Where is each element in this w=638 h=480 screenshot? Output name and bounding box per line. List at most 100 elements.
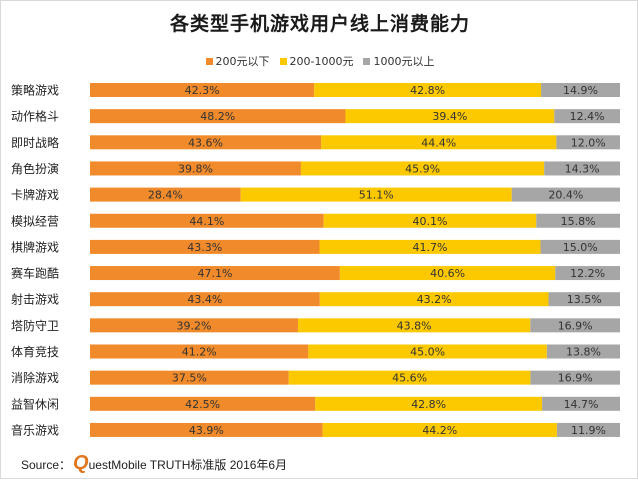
value-label-6-1: 41.7%: [413, 241, 448, 254]
source-text: uestMobile TRUTH标准版 2016年6月: [88, 458, 288, 472]
value-label-11-1: 45.6%: [392, 372, 427, 385]
category-label-0: 策略游戏: [11, 83, 59, 98]
legend-swatch-1: [279, 57, 287, 65]
category-label-3: 角色扮演: [11, 161, 59, 176]
legend-label-1: 200-1000元: [289, 55, 354, 68]
bar-5-1: [323, 213, 537, 228]
value-label-1-2: 12.4%: [570, 110, 605, 123]
source-note: Source： Q uestMobile TRUTH标准版 2016年6月: [21, 452, 288, 474]
bar-9-2: [530, 318, 620, 333]
legend-item-1: 200-1000元: [279, 53, 354, 69]
bar-6-1: [319, 239, 541, 254]
bar-11-0: [90, 370, 289, 385]
bar-3-2: [544, 161, 620, 176]
source-logo-q: Q: [73, 452, 89, 474]
bar-4-2: [511, 187, 620, 202]
bar-10-1: [308, 344, 547, 359]
source-prefix: Source：: [21, 458, 72, 472]
bar-7-1: [339, 266, 556, 281]
value-label-4-1: 51.1%: [359, 189, 394, 202]
value-label-4-0: 28.4%: [148, 189, 183, 202]
category-label-10: 体育竞技: [11, 344, 59, 359]
bar-9-1: [297, 318, 531, 333]
category-label-2: 即时战略: [11, 135, 59, 150]
bar-3-0: [90, 161, 301, 176]
value-label-1-1: 39.4%: [432, 110, 467, 123]
category-label-13: 音乐游戏: [11, 422, 59, 437]
bar-8-2: [548, 292, 620, 307]
bar-0-0: [90, 83, 315, 97]
bar-1-0: [90, 109, 346, 124]
bar-13-0: [90, 422, 323, 437]
value-label-1-0: 48.2%: [200, 110, 235, 123]
bar-12-0: [90, 396, 316, 411]
bar-7-0: [90, 266, 340, 281]
category-label-6: 棋牌游戏: [11, 240, 59, 254]
bar-6-2: [540, 239, 620, 254]
bar-8-0: [90, 292, 320, 307]
category-label-7: 赛车跑酷: [11, 266, 59, 281]
bar-10-0: [90, 344, 309, 359]
bar-12-2: [542, 396, 620, 411]
category-label-12: 益智休闲: [11, 396, 59, 411]
value-label-5-0: 44.1%: [189, 215, 224, 228]
category-label-5: 模拟经营: [11, 214, 59, 228]
value-label-5-1: 40.1%: [413, 215, 448, 228]
category-label-4: 卡牌游戏: [11, 188, 59, 202]
value-label-4-2: 20.4%: [548, 189, 583, 202]
value-label-10-1: 45.0%: [410, 346, 445, 359]
bar-9-0: [90, 318, 298, 333]
value-label-10-2: 13.8%: [566, 346, 601, 359]
value-label-6-0: 43.3%: [187, 241, 222, 254]
legend-item-2: 1000元以上: [363, 53, 434, 69]
value-label-10-0: 41.2%: [182, 346, 217, 359]
value-label-11-2: 16.9%: [558, 372, 593, 385]
bar-13-2: [556, 422, 620, 437]
value-label-12-2: 14.7%: [564, 398, 599, 411]
category-label-9: 塔防守卫: [11, 318, 59, 333]
value-label-6-2: 15.0%: [563, 241, 598, 254]
value-label-3-1: 45.9%: [405, 162, 440, 175]
value-label-12-1: 42.8%: [411, 398, 446, 411]
bar-1-1: [345, 109, 555, 124]
bar-10-2: [546, 344, 620, 359]
value-label-8-0: 43.4%: [187, 293, 222, 306]
bar-2-2: [556, 135, 620, 150]
value-label-12-0: 42.5%: [185, 398, 220, 411]
value-label-7-1: 40.6%: [430, 267, 465, 280]
value-label-8-2: 13.5%: [567, 293, 602, 306]
value-label-9-2: 16.9%: [558, 319, 593, 332]
category-label-8: 射击游戏: [11, 292, 59, 307]
value-label-0-0: 42.3%: [185, 84, 220, 97]
bar-8-1: [319, 292, 549, 307]
bar-3-1: [300, 161, 545, 176]
bar-2-1: [321, 135, 557, 150]
bar-11-1: [288, 370, 531, 385]
value-label-2-1: 44.4%: [421, 136, 456, 149]
bar-12-1: [315, 396, 543, 411]
bar-4-0: [90, 187, 241, 202]
value-label-13-0: 43.9%: [189, 424, 224, 437]
legend-label-2: 1000元以上: [373, 55, 435, 68]
value-label-9-0: 39.2%: [177, 319, 212, 332]
bar-5-0: [90, 213, 324, 228]
bar-0-1: [314, 83, 542, 97]
value-label-2-0: 43.6%: [188, 136, 223, 149]
bar-13-1: [322, 422, 557, 437]
value-label-3-2: 14.3%: [565, 162, 600, 175]
bar-0-2: [541, 83, 620, 97]
legend-swatch-2: [363, 57, 371, 65]
bar-4-1: [240, 187, 512, 202]
legend-label-0: 200元以下: [215, 55, 270, 68]
bar-7-2: [555, 266, 620, 281]
value-label-13-2: 11.9%: [571, 424, 606, 437]
legend: 200元以下 200-1000元 1000元以上: [1, 53, 638, 69]
value-label-5-2: 15.8%: [561, 215, 596, 228]
legend-item-0: 200元以下: [205, 53, 270, 69]
legend-swatch-0: [205, 57, 213, 65]
bar-5-2: [536, 213, 620, 228]
value-label-13-1: 44.2%: [422, 424, 457, 437]
bar-6-0: [90, 239, 320, 254]
